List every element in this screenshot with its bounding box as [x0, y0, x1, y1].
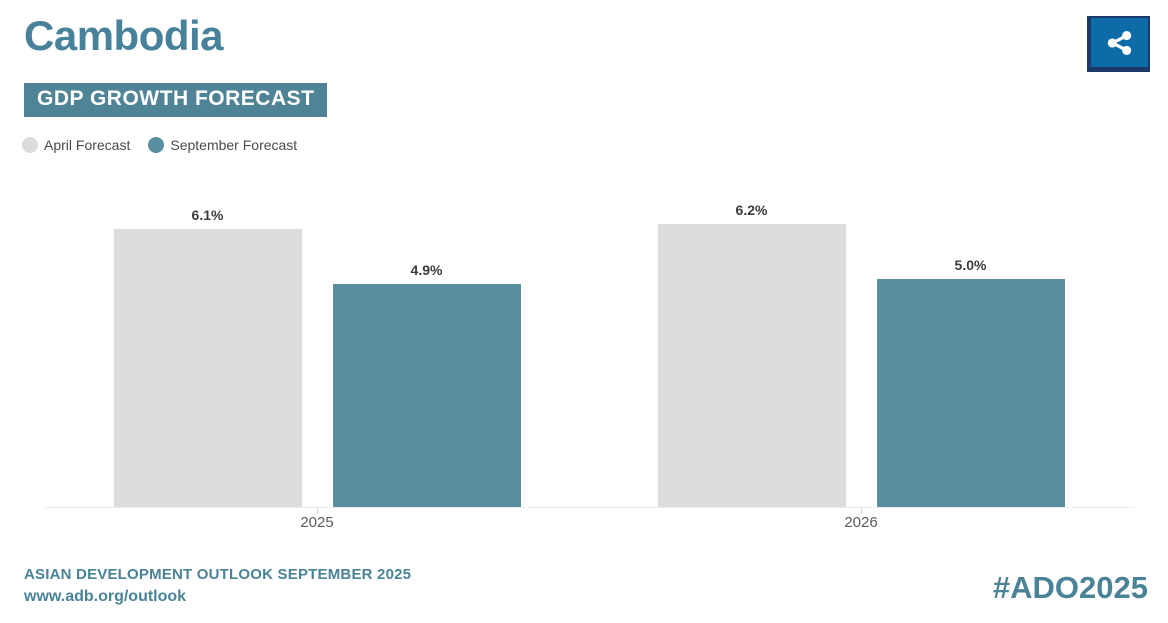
footer-hashtag: #ADO2025: [992, 570, 1148, 605]
footer-url-text: www.adb.org/outlook: [24, 588, 187, 605]
legend-dot-april: [22, 137, 38, 153]
x-axis-tick: [861, 507, 862, 514]
footer-source-text: ASIAN DEVELOPMENT OUTLOOK SEPTEMBER 2025: [24, 566, 412, 583]
bar-2026-april-forecast: [657, 224, 846, 507]
x-axis-line: [45, 507, 1135, 508]
legend-item-september: September Forecast: [148, 137, 297, 153]
legend-label-september: September Forecast: [170, 137, 298, 153]
bar-value-label: 6.1%: [191, 207, 224, 223]
bar-2025-april-forecast: [113, 229, 302, 507]
chart-subtitle-banner: GDP GROWTH FORECAST: [24, 83, 328, 117]
bar-2026-september-forecast: [876, 279, 1065, 507]
legend-label-april: April Forecast: [44, 137, 131, 153]
share-icon: [1103, 27, 1137, 59]
legend-dot-september: [148, 137, 165, 153]
x-axis-label-2026: 2026: [844, 514, 878, 531]
bar-2025-september-forecast: [332, 284, 521, 507]
x-axis-tick: [317, 507, 318, 514]
bar-value-label: 6.2%: [735, 202, 768, 218]
share-button[interactable]: [1087, 16, 1150, 72]
x-axis-label-2025: 2025: [300, 514, 334, 531]
bar-value-label: 5.0%: [954, 257, 987, 273]
legend-item-april: April Forecast: [22, 137, 130, 153]
bar-value-label: 4.9%: [410, 262, 443, 278]
chart-legend: April Forecast September Forecast: [22, 137, 297, 153]
page-title: Cambodia: [24, 12, 224, 59]
